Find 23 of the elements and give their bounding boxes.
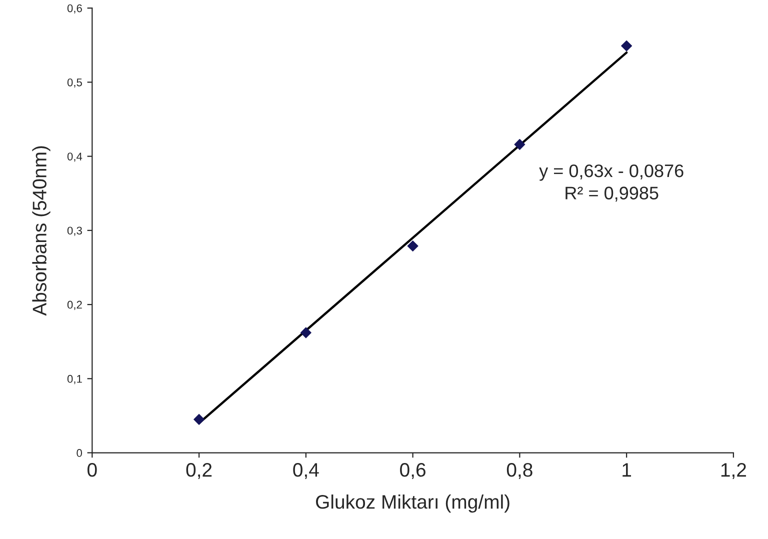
- x-tick-label: 0: [88, 462, 97, 477]
- x-tick-label: 1,2: [721, 462, 746, 480]
- x-tick-label: 0,2: [186, 462, 212, 480]
- y-tick-label: 0,1: [67, 374, 82, 384]
- y-tick-label: 0,2: [67, 300, 82, 310]
- point: [621, 40, 632, 52]
- y-tick-label: 0: [76, 449, 82, 457]
- x-axis-title: Glukoz Miktarı (mg/ml): [316, 494, 510, 513]
- annotation: R² = 0,9985: [566, 186, 658, 202]
- point: [407, 240, 418, 252]
- annotation: y = 0,63x - 0,0876: [539, 164, 684, 181]
- y-tick-label: 0,4: [67, 152, 82, 162]
- point: [514, 138, 526, 150]
- x-tick-label: 0,4: [293, 462, 319, 480]
- y-tick-label: 0,6: [67, 4, 82, 14]
- point: [300, 327, 312, 338]
- x-tick-label: 0,8: [506, 462, 532, 480]
- x-tick-label: 1: [622, 463, 632, 477]
- y-tick-label: 0,5: [67, 78, 82, 88]
- y-axis-title: Absorbans (540nm): [32, 146, 50, 316]
- point: [194, 414, 205, 425]
- x-tick-label: 0,6: [400, 462, 426, 480]
- y-tick-label: 0,3: [67, 226, 82, 236]
